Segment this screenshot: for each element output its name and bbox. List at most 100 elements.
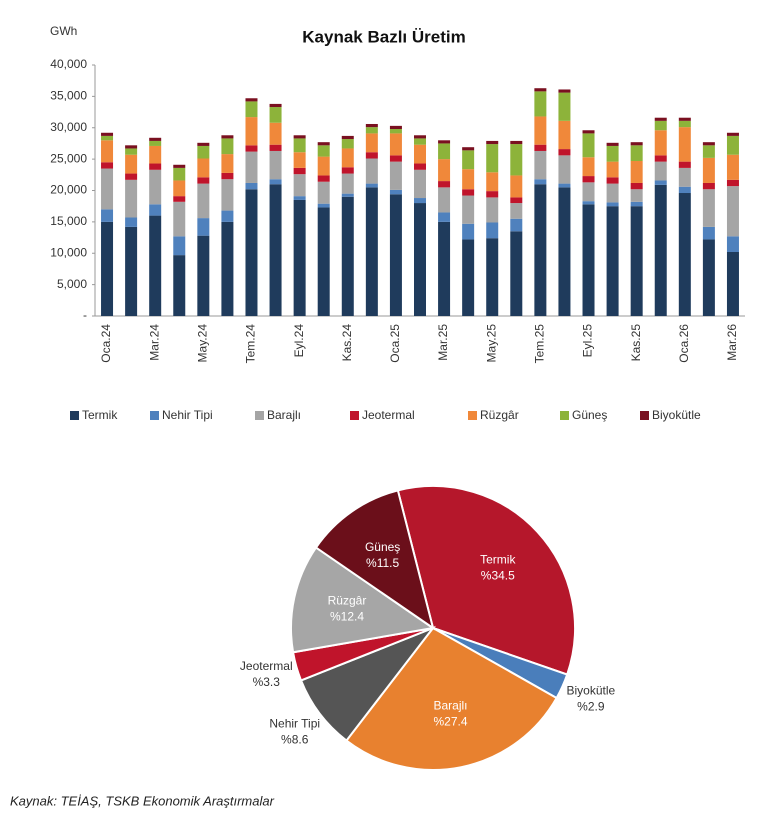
bar-segment xyxy=(726,135,739,155)
bar-segment xyxy=(269,122,282,145)
source: Kaynak: TEİAŞ, TSKB Ekonomik Araştırmala… xyxy=(10,793,275,808)
bar-segment xyxy=(293,167,306,175)
bar-segment xyxy=(414,163,426,170)
bar-segment xyxy=(317,145,330,157)
bar-segment xyxy=(702,145,715,158)
pie-value-label: %3.3 xyxy=(253,675,281,689)
bar-segment xyxy=(341,148,354,168)
bar-segment xyxy=(149,163,162,170)
bar-segment xyxy=(606,177,619,184)
pie-label: Termik xyxy=(480,553,516,567)
x-tick-label: Eyl.24 xyxy=(292,324,306,358)
bar-segment xyxy=(389,125,402,130)
bar-segment xyxy=(582,176,595,183)
bar-segment xyxy=(173,236,186,256)
bar-segment xyxy=(341,193,354,197)
bar-segment xyxy=(245,182,258,190)
legend-label: Güneş xyxy=(572,408,607,422)
legend-swatch xyxy=(150,411,159,420)
pie-value-label: %2.9 xyxy=(577,700,605,714)
legend-swatch xyxy=(560,411,569,420)
bar-segment xyxy=(245,145,258,152)
bar-segment xyxy=(462,150,475,170)
y-tick-label: 5,000 xyxy=(57,277,87,291)
bar-segment xyxy=(654,130,667,156)
bar-segment xyxy=(438,187,451,213)
bar-segment xyxy=(414,203,426,316)
bar-segment xyxy=(534,144,547,151)
bar-segment xyxy=(317,181,330,204)
bar-segment xyxy=(726,236,739,252)
bar-segment xyxy=(462,223,475,240)
bar-segment xyxy=(654,180,667,185)
legend-label: Termik xyxy=(82,408,118,422)
bar-segment xyxy=(678,186,691,194)
bar-segment xyxy=(702,189,715,227)
bar-segment xyxy=(582,182,595,202)
bar-segment xyxy=(149,215,162,316)
legend-label: Jeotermal xyxy=(362,408,415,422)
bar-segment xyxy=(486,140,499,145)
bar-segment xyxy=(125,148,138,155)
bar-segment xyxy=(678,161,691,168)
bar-segment xyxy=(221,210,234,222)
bar-segment xyxy=(606,202,619,207)
bar-segment xyxy=(293,196,306,200)
y-axis-label: GWh xyxy=(50,24,77,38)
x-tick-label: Eyl.25 xyxy=(581,324,595,358)
bar-segment xyxy=(125,179,138,218)
bar-segment xyxy=(365,123,378,128)
bar-segment xyxy=(317,156,330,176)
bar-segment xyxy=(726,179,739,187)
pie-label: Jeotermal xyxy=(240,659,293,673)
pie-label: Barajlı xyxy=(433,698,467,712)
pie-value-label: %27.4 xyxy=(433,714,467,728)
bar-segment xyxy=(125,154,138,174)
y-tick-label: - xyxy=(83,308,87,322)
bar-segment xyxy=(438,181,451,188)
bar-segment xyxy=(341,139,354,149)
bar-segment xyxy=(582,204,595,316)
bar-segment xyxy=(125,217,138,227)
bar-segment xyxy=(173,167,186,181)
bar-segment xyxy=(389,155,402,162)
bar-segment xyxy=(341,196,354,316)
bar-segment xyxy=(317,207,330,316)
bar-segment xyxy=(414,198,426,204)
bar-segment xyxy=(365,133,378,153)
bar-segment xyxy=(702,239,715,316)
bar-segment xyxy=(606,145,619,162)
bar-segment xyxy=(438,221,451,316)
bar-segment xyxy=(173,180,186,197)
bar-segment xyxy=(101,168,114,210)
bar-segment xyxy=(510,203,523,219)
bar-segment xyxy=(510,218,523,232)
pie-slice xyxy=(290,546,436,654)
pie-slice xyxy=(314,489,435,631)
pie-label: Rüzgâr xyxy=(328,593,367,607)
bar-segment xyxy=(462,189,475,196)
bar-segment xyxy=(389,194,402,316)
bar-segment xyxy=(125,145,138,149)
bar-segment xyxy=(125,226,138,316)
y-tick-label: 40,000 xyxy=(50,57,87,71)
bar-segment xyxy=(221,135,234,139)
bar-segment xyxy=(245,117,258,146)
bar-segment xyxy=(606,142,619,146)
bar-segment xyxy=(365,152,378,159)
bar-segment xyxy=(197,158,210,178)
bar-segment xyxy=(341,167,354,174)
bar-segment xyxy=(606,183,619,203)
bar-segment xyxy=(486,172,499,192)
bar-segment xyxy=(149,140,162,146)
bar-segment xyxy=(558,155,571,184)
bar-segment xyxy=(702,226,715,240)
bar-segment xyxy=(702,157,715,183)
bar-segment xyxy=(245,189,258,316)
bar-segment xyxy=(558,187,571,316)
bar-segment xyxy=(149,145,162,164)
bar-segment xyxy=(654,184,667,316)
bar-segment xyxy=(438,143,451,160)
bar-segment xyxy=(269,150,282,180)
